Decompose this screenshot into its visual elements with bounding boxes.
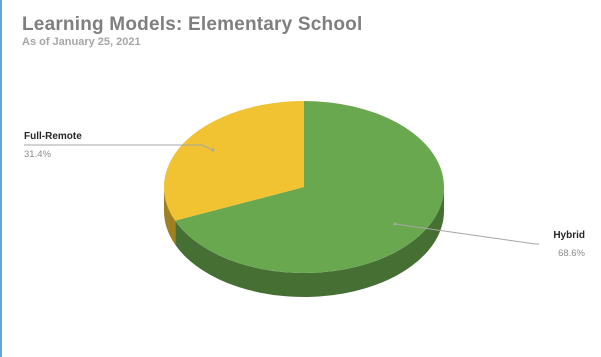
slice-label-hybrid: Hybrid	[553, 230, 585, 241]
slice-value-hybrid: 68.6%	[558, 248, 585, 259]
slice-value-full-remote: 31.4%	[24, 149, 51, 160]
leader-line-full-remote	[24, 144, 214, 151]
leader-line-hybrid	[395, 223, 539, 245]
pie-sides	[164, 187, 444, 298]
slice-full-remote[interactable]	[163, 101, 304, 221]
slice-hybrid[interactable]	[175, 101, 444, 273]
chart-title: Learning Models: Elementary School	[22, 14, 363, 35]
slice-side-full-remote	[164, 187, 176, 245]
slice-side-hybrid	[175, 187, 444, 298]
leader-lines	[24, 144, 539, 245]
pie-tops	[163, 101, 444, 273]
slice-label-full-remote: Full-Remote	[24, 131, 82, 142]
leader-dot-full-remote	[211, 148, 215, 152]
chart-subtitle: As of January 25, 2021	[22, 36, 141, 48]
leader-dot-hybrid	[393, 222, 397, 226]
